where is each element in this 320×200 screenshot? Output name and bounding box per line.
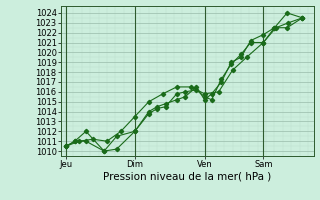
- X-axis label: Pression niveau de la mer( hPa ): Pression niveau de la mer( hPa ): [103, 172, 271, 182]
